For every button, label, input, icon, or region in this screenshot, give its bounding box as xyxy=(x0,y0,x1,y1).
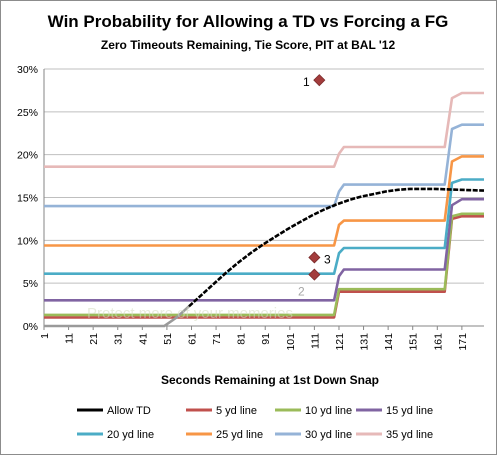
series-line-5-yd-line xyxy=(44,215,484,319)
annotation-marker xyxy=(313,74,326,87)
x-tick-label: 1 xyxy=(39,333,51,339)
y-tick-label: 25% xyxy=(17,107,38,119)
y-tick-label: 20% xyxy=(17,150,38,162)
series-line-10-yd-line xyxy=(44,212,484,317)
legend-label-35-yd-line: 35 yd line xyxy=(386,429,433,441)
legend-label-15-yd-line: 15 yd line xyxy=(386,405,433,417)
annotation-marker xyxy=(308,268,321,281)
y-tick-label: 30% xyxy=(17,64,38,76)
x-tick-label: 71 xyxy=(211,333,223,345)
annotation-label: 1 xyxy=(303,75,310,89)
x-tick-label: 51 xyxy=(162,333,174,345)
x-tick-label: 91 xyxy=(260,333,272,345)
x-tick-label: 11 xyxy=(64,333,76,344)
series-line-allow-td-faded xyxy=(44,305,190,328)
legend-label-20-yd-line: 20 yd line xyxy=(107,429,154,441)
annotation-label: 3 xyxy=(324,252,331,266)
series-line-allow-td xyxy=(188,187,485,308)
series-line-20-yd-line xyxy=(44,178,484,275)
y-tick-label: 5% xyxy=(23,278,38,290)
x-tick-label: 31 xyxy=(113,333,125,345)
gridlines xyxy=(44,68,484,327)
x-tick-label: 61 xyxy=(186,333,198,345)
x-axis-label: Seconds Remaining at 1st Down Snap xyxy=(161,373,379,387)
x-tick-label: 111 xyxy=(309,333,321,349)
chart-title: Win Probability for Allowing a TD vs For… xyxy=(48,12,449,31)
axes: 0%5%10%15%20%25%30%1 11 21 31 41 51 61 71 81 91 10… xyxy=(17,64,484,351)
y-tick-label: 15% xyxy=(17,193,38,205)
series-line-25-yd-line xyxy=(44,155,484,247)
x-tick-label: 21 xyxy=(88,333,100,345)
series-line-35-yd-line xyxy=(44,91,484,168)
annotation-marker xyxy=(308,251,321,264)
annotations: 1 3 2 xyxy=(298,74,331,299)
x-tick-label: 121 xyxy=(334,333,346,351)
series-lines xyxy=(44,91,485,328)
x-tick-label: 81 xyxy=(236,333,248,345)
x-tick-label: 141 xyxy=(383,333,395,351)
legend-label-10-yd-line: 10 yd line xyxy=(305,405,352,417)
y-tick-label: 0% xyxy=(23,321,38,333)
x-tick-label: 161 xyxy=(432,333,444,351)
legend-label-25-yd-line: 25 yd line xyxy=(216,429,263,441)
x-tick-label: 151 xyxy=(408,333,420,351)
x-tick-label: 131 xyxy=(359,333,371,351)
x-tick-label: 41 xyxy=(137,333,149,345)
legend-label-allow-td: Allow TD xyxy=(107,405,151,417)
annotation-label: 2 xyxy=(298,285,305,299)
legend: Allow TD 5 yd line 10 yd line 15 yd line 20 … xyxy=(77,405,433,441)
series-line-15-yd-line xyxy=(44,197,484,302)
x-tick-label: 101 xyxy=(285,333,297,351)
legend-label-5-yd-line: 5 yd line xyxy=(216,405,257,417)
y-tick-label: 10% xyxy=(17,235,38,247)
chart-subtitle: Zero Timeouts Remaining, Tie Score, PIT … xyxy=(101,38,396,52)
watermark: Protect more of your memories xyxy=(87,305,293,322)
x-tick-label: 171 xyxy=(457,333,469,351)
legend-label-30-yd-line: 30 yd line xyxy=(305,429,352,441)
